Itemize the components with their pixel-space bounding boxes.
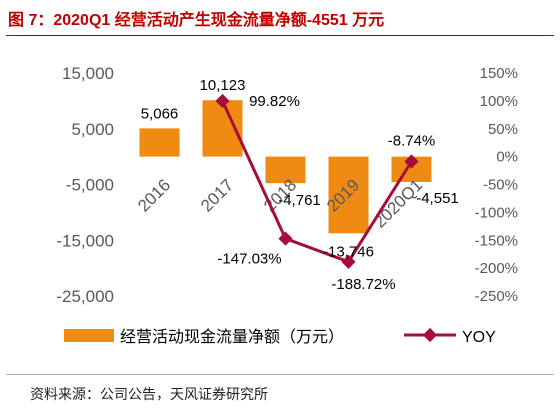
title-rule [6,35,554,36]
bar-2019 [328,156,369,234]
left-axis-tick: 15,000 [62,64,114,83]
right-axis-tick: -250% [475,288,518,305]
bar-series [139,100,432,234]
right-axis-ticks: 150% 100% 50% 0% -50% -100% -150% -200% -250% [475,65,518,305]
source-note: 资料来源：公司公告，天风证券研究所 [30,386,268,402]
legend-line-label: YOY [462,329,496,346]
line-series [215,93,419,269]
chart-canvas: 15,000 5,000 -5,000 -15,000 -25,000 150% 100%… [56,64,518,346]
yoy-value-label: 99.82% [249,93,300,110]
yoy-point [278,231,293,246]
yoy-point [341,254,356,269]
left-axis-tick: -25,000 [56,287,114,306]
right-axis-tick: 50% [488,121,518,138]
x-tick-label: 2017 [197,175,237,215]
x-tick-label: 2016 [134,175,174,215]
right-axis-tick: -200% [475,260,518,277]
bar-value-label: 10,123 [200,77,246,94]
right-axis-tick: 100% [480,93,518,110]
bar-2018 [265,156,306,184]
right-axis-tick: -150% [475,232,518,249]
right-axis-tick: -50% [483,177,518,194]
right-axis-tick: 150% [480,65,518,82]
left-axis-ticks: 15,000 5,000 -5,000 -15,000 -25,000 [56,64,114,306]
left-axis-tick: -5,000 [66,176,114,195]
left-axis-tick: 5,000 [71,120,114,139]
legend: 经营活动现金流量净额（万元） YOY [64,327,496,346]
left-axis-tick: -15,000 [56,231,114,250]
bar-value-label: -13,746 [323,243,374,260]
yoy-point [404,154,419,169]
legend-bar-label: 经营活动现金流量净额（万元） [120,328,344,346]
data-labels: 5,066 10,123 -4,761 -13,746 -4,551 99.82% -147… [141,77,459,293]
bar-value-label: -4,551 [416,190,459,207]
right-axis-tick: 0% [496,149,518,166]
chart-title: 图 7：2020Q1 经营活动产生现金流量净额-4551 万元 [8,12,385,29]
yoy-line [221,100,413,264]
yoy-value-label: -147.03% [217,251,281,268]
legend-line-marker [422,327,438,343]
right-axis-tick: -100% [475,204,518,221]
bar-value-label: 5,066 [141,105,179,122]
yoy-value-label: -188.72% [331,276,395,293]
legend-bar-swatch [64,329,114,342]
footer-rule [6,374,554,375]
yoy-value-label: -8.74% [388,132,436,149]
bar-2016 [139,128,180,157]
bar-value-label: -4,761 [278,192,321,209]
